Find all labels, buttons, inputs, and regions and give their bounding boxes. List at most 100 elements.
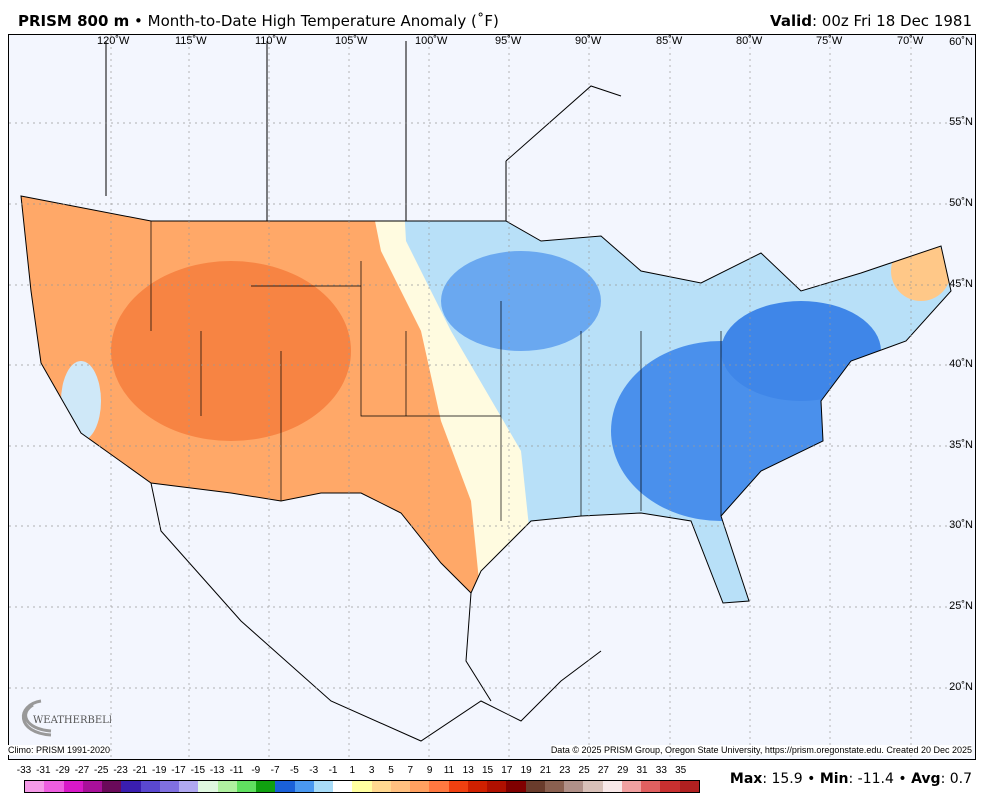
legend-tick-label: -33: [16, 765, 32, 776]
legend-swatch: [102, 781, 122, 792]
legend-swatch: [236, 781, 256, 792]
latitude-label: 40˚N: [949, 358, 973, 370]
legend-tick-label: 1: [349, 765, 356, 776]
stats-summary: Max: 15.9 • Min: -11.4 • Avg: 0.7: [730, 771, 972, 787]
latitude-label: 20˚N: [949, 681, 973, 693]
valid-value: : 00z Fri 18 Dec 1981: [811, 12, 972, 30]
legend-tick-label: 17: [501, 765, 513, 776]
latitude-label: 25˚N: [949, 600, 973, 612]
legend-swatch: [390, 781, 410, 792]
legend-tick-label: 15: [481, 765, 494, 776]
svg-text:WEATHERBELL: WEATHERBELL: [33, 715, 111, 726]
legend-swatch: [679, 781, 699, 792]
boundaries: [20, 41, 952, 742]
max-value: : 15.9 •: [762, 771, 820, 787]
legend-tick-label: -29: [55, 765, 70, 776]
legend-swatch: [63, 781, 83, 792]
legend-tick-label: -25: [94, 765, 109, 776]
latitude-label: 35˚N: [949, 439, 973, 451]
legend-swatch: [371, 781, 391, 792]
legend-tick-label: 27: [597, 765, 609, 776]
longitude-label: 70˚W: [897, 35, 924, 47]
legend-tick-label: 5: [388, 765, 394, 776]
legend-swatch: [429, 781, 449, 792]
legend-swatch: [410, 781, 430, 792]
legend-tick-label: -21: [132, 765, 148, 776]
legend-tick-label: -3: [309, 765, 319, 776]
longitude-label: 75˚W: [816, 35, 843, 47]
legend-swatch: [467, 781, 487, 792]
legend-swatch: [660, 781, 680, 792]
longitude-label: 100˚W: [415, 35, 448, 47]
anomaly-field: [21, 196, 951, 603]
legend-swatch: [313, 781, 333, 792]
legend-swatch: [448, 781, 468, 792]
legend-swatch: [621, 781, 641, 792]
longitude-label: 85˚W: [656, 35, 683, 47]
legend-swatch: [294, 781, 314, 792]
legend-tick-label: -5: [289, 765, 299, 776]
legend-swatch: [44, 781, 64, 792]
legend-swatch: [333, 781, 353, 792]
legend-swatch: [487, 781, 507, 792]
product-name: PRISM 800 m: [18, 12, 130, 30]
legend-swatch: [82, 781, 102, 792]
min-label: Min: [819, 771, 849, 787]
legend-tick-label: 7: [407, 765, 414, 776]
legend-swatch: [602, 781, 622, 792]
legend-tick-label: 31: [636, 765, 648, 776]
legend-tick-label: -9: [251, 765, 261, 776]
legend-swatch: [352, 781, 372, 792]
longitude-label: 105˚W: [335, 35, 368, 47]
longitude-label: 120˚W: [97, 35, 130, 47]
legend-tick-label: 19: [520, 765, 532, 776]
latitude-label: 30˚N: [949, 519, 973, 531]
legend-tick-label: -27: [74, 765, 90, 776]
climo-note: Climo: PRISM 1991-2020: [8, 745, 111, 755]
legend-tick-label: -11: [229, 765, 244, 776]
legend-tick-label: -1: [328, 765, 338, 776]
legend-tick-label: 29: [617, 765, 629, 776]
separator: •: [134, 12, 143, 30]
avg-value: : 0.7: [940, 771, 972, 787]
legend-swatch: [275, 781, 295, 792]
min-value: : -11.4 •: [848, 771, 912, 787]
legend-tick-label: -23: [113, 765, 128, 776]
longitude-label: 115˚W: [175, 35, 207, 47]
map-title: PRISM 800 m • Month-to-Date High Tempera…: [18, 12, 499, 30]
legend-tick-label: 21: [539, 765, 552, 776]
avg-label: Avg: [911, 771, 941, 787]
legend-tick-label: 35: [675, 765, 687, 776]
map-canvas: [9, 35, 975, 759]
data-credit: Data © 2025 PRISM Group, Oregon State Un…: [550, 745, 972, 755]
legend-swatch: [564, 781, 584, 792]
latitude-label: 60˚N: [949, 36, 973, 48]
legend-swatch: [217, 781, 237, 792]
latitude-label: 50˚N: [949, 197, 973, 209]
product-description: Month-to-Date High Temperature Anomaly (…: [147, 12, 499, 30]
legend-tick-label: 3: [368, 765, 375, 776]
legend-tick-label: -31: [36, 765, 51, 776]
legend-tick-label: -15: [190, 765, 206, 776]
legend-swatch: [544, 781, 564, 792]
legend-tick-label: 25: [578, 765, 590, 776]
legend-swatch: [525, 781, 545, 792]
legend-swatch: [198, 781, 218, 792]
legend-swatch: [256, 781, 276, 792]
legend-swatch: [159, 781, 179, 792]
max-label: Max: [729, 771, 763, 787]
legend-swatch: [641, 781, 661, 792]
longitude-label: 110˚W: [255, 35, 287, 47]
legend-swatch: [140, 781, 160, 792]
legend-tick-label: 33: [655, 765, 667, 776]
longitude-label: 80˚W: [736, 35, 763, 47]
legend-tick-label: -7: [270, 765, 280, 776]
legend-tick-label: -19: [151, 765, 167, 776]
weatherbell-logo: WEATHERBELL: [11, 695, 111, 739]
legend-swatch: [25, 781, 45, 792]
valid-label: Valid: [770, 12, 812, 30]
latitude-label: 55˚N: [949, 116, 973, 128]
latitude-label: 45˚N: [949, 278, 973, 290]
color-legend: [24, 780, 700, 793]
longitude-label: 90˚W: [575, 35, 602, 47]
